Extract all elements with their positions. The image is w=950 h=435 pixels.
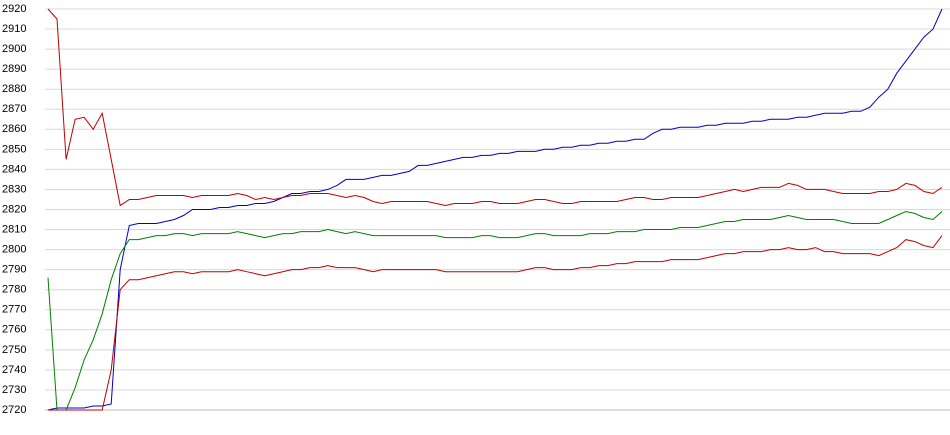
y-tick-label: 2760 (2, 324, 26, 336)
y-tick-label: 2720 (2, 404, 26, 416)
y-tick-label: 2730 (2, 384, 26, 396)
y-tick-label: 2860 (2, 123, 26, 135)
y-tick-label: 2790 (2, 264, 26, 276)
y-tick-label: 2800 (2, 244, 26, 256)
y-tick-label: 2850 (2, 143, 26, 155)
series-line (47, 210, 943, 411)
y-tick-label: 2910 (2, 23, 26, 35)
y-tick-label: 2750 (2, 344, 26, 356)
y-tick-label: 2780 (2, 284, 26, 296)
y-tick-label: 2770 (2, 304, 26, 316)
series-line (48, 235, 943, 411)
y-tick-label: 2920 (2, 3, 26, 15)
y-tick-label: 2840 (2, 163, 26, 175)
series-line (47, 8, 943, 411)
y-tick-label: 2830 (2, 183, 26, 195)
series-line (47, 8, 943, 207)
y-tick-label: 2890 (2, 63, 26, 75)
y-tick-label: 2740 (2, 364, 26, 376)
y-tick-label: 2820 (2, 203, 26, 215)
y-tick-label: 2880 (2, 83, 26, 95)
y-tick-label: 2900 (2, 43, 26, 55)
y-tick-label: 2810 (2, 223, 26, 235)
y-tick-label: 2870 (2, 103, 26, 115)
